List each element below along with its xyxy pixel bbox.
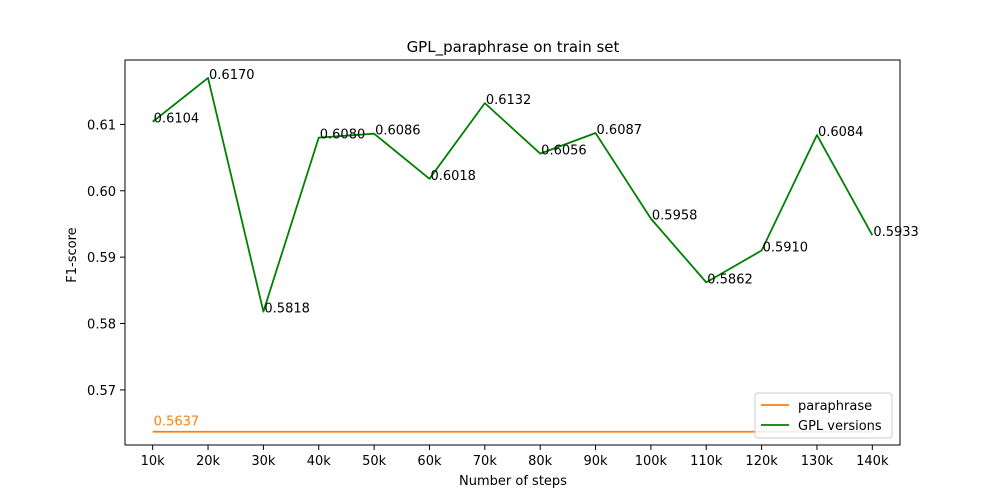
legend-label-paraphrase: paraphrase: [798, 399, 872, 414]
y-tick-label-4: 0.61: [87, 118, 116, 133]
data-label-gpl-versions-9: 0.5958: [652, 209, 698, 224]
data-label-gpl-versions-10: 0.5862: [707, 272, 753, 287]
x-tick-label-90k: 90k: [583, 454, 608, 469]
data-label-gpl-versions-13: 0.5933: [873, 225, 919, 240]
data-label-paraphrase-0: 0.5637: [154, 415, 200, 430]
x-tick-label-80k: 80k: [528, 454, 553, 469]
x-tick-label-100k: 100k: [635, 454, 668, 469]
data-label-gpl-versions-7: 0.6056: [541, 144, 587, 159]
data-label-gpl-versions-12: 0.6084: [818, 125, 864, 140]
x-tick-label-30k: 30k: [251, 454, 276, 469]
data-label-gpl-versions-3: 0.6080: [320, 128, 366, 143]
data-label-gpl-versions-6: 0.6132: [486, 93, 531, 108]
y-tick-label-1: 0.58: [87, 318, 116, 333]
x-tick-label-60k: 60k: [417, 454, 442, 469]
data-label-gpl-versions-5: 0.6018: [430, 169, 476, 184]
x-tick-label-130k: 130k: [801, 454, 834, 469]
x-tick-label-70k: 70k: [473, 454, 498, 469]
x-tick-label-140k: 140k: [856, 454, 889, 469]
series-line-gpl-versions: [152, 77, 874, 313]
plot-area: 10k 20k 30k 40k 50k 60k 70k 80k 90k 100k 110k 120k 1…: [87, 59, 919, 469]
y-tick-label-2: 0.59: [87, 251, 116, 266]
data-label-gpl-versions-1: 0.6170: [209, 68, 255, 83]
data-label-gpl-versions-4: 0.6086: [375, 124, 421, 139]
data-label-gpl-versions-2: 0.5818: [264, 302, 310, 317]
y-tick-label-3: 0.60: [87, 185, 116, 200]
plot-frame: [124, 59, 901, 446]
x-tick-label-110k: 110k: [690, 454, 723, 469]
legend-box: [754, 392, 893, 439]
y-tick-label-0: 0.57: [87, 384, 116, 399]
data-label-gpl-versions-0: 0.6104: [154, 112, 200, 127]
x-axis-label: Number of steps: [459, 474, 567, 489]
x-tick-label-120k: 120k: [745, 454, 778, 469]
y-axis-label: F1-score: [65, 227, 80, 282]
x-tick-label-20k: 20k: [196, 454, 221, 469]
legend-label-gpl-versions: GPL versions: [798, 419, 882, 434]
data-label-gpl-versions-11: 0.5910: [763, 241, 809, 256]
chart-title: GPL_paraphrase on train set: [407, 38, 620, 57]
x-tick-label-40k: 40k: [307, 454, 332, 469]
data-label-gpl-versions-8: 0.6087: [597, 123, 643, 138]
x-tick-label-50k: 50k: [362, 454, 387, 469]
x-tick-label-10k: 10k: [141, 454, 166, 469]
